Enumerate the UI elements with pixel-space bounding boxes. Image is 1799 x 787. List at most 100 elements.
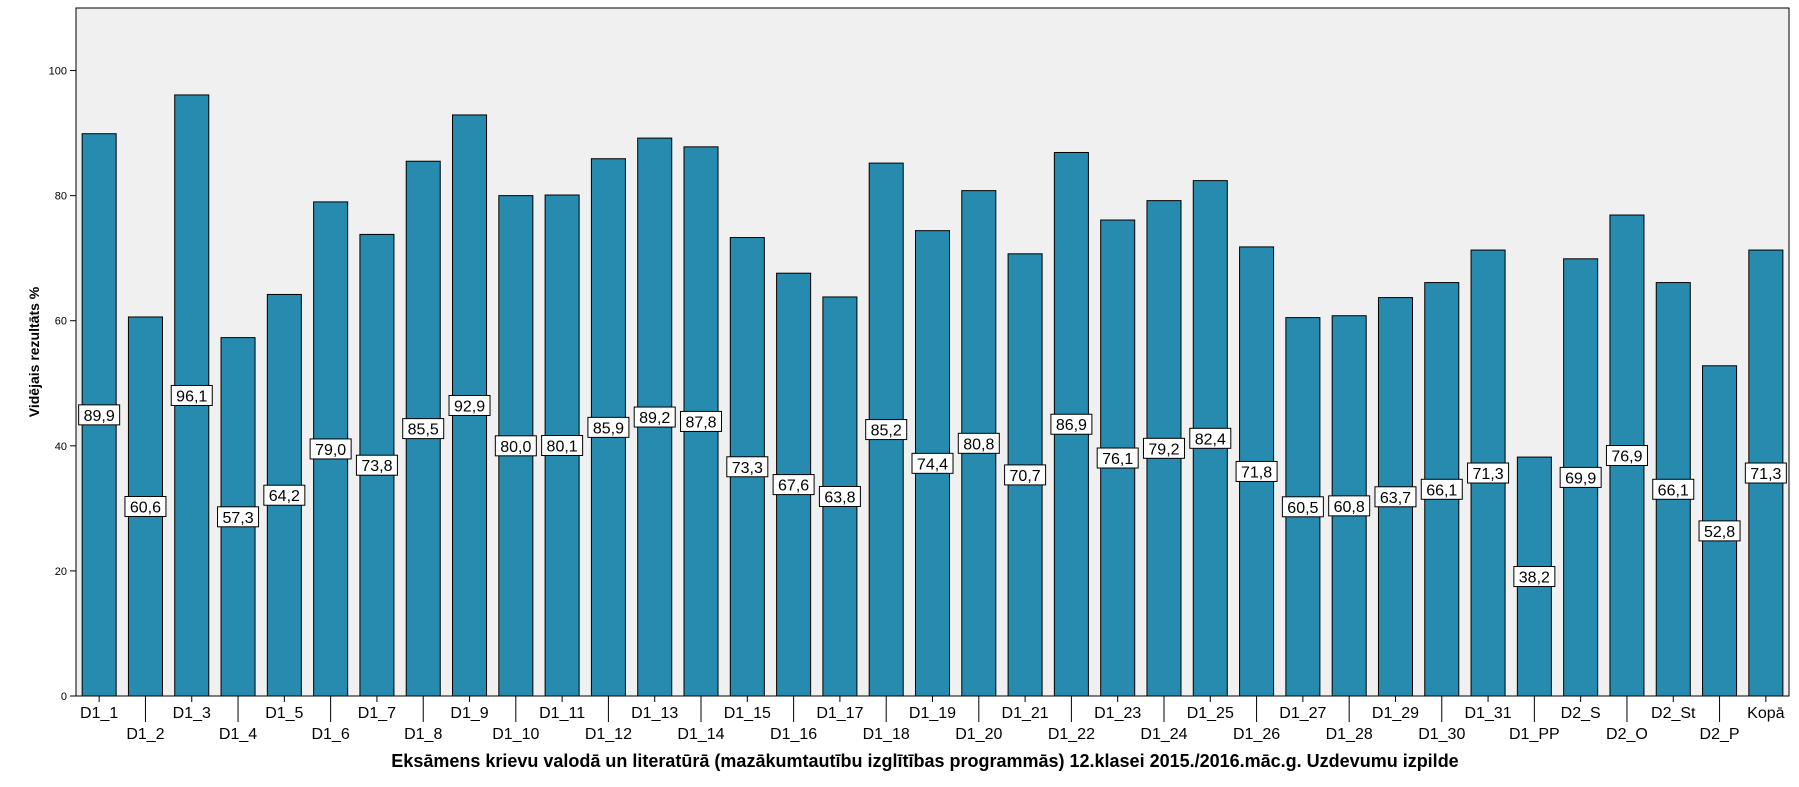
data-label-box <box>78 404 121 426</box>
data-label: 63,8 <box>824 489 855 506</box>
data-label-box <box>1698 520 1741 542</box>
data-label: 38,2 <box>1519 570 1550 587</box>
data-label: 70,7 <box>1010 468 1041 485</box>
data-label-box <box>1328 495 1371 517</box>
data-label-box <box>355 454 398 476</box>
data-label: 76,9 <box>1611 449 1642 466</box>
data-label-box <box>448 394 491 416</box>
x-tick-label: D1_16 <box>770 726 817 743</box>
data-label-box <box>1281 496 1324 518</box>
data-label: 79,2 <box>1148 441 1179 458</box>
x-tick-label: D1_3 <box>173 705 211 722</box>
data-label-box <box>217 506 260 528</box>
x-tick-label: D1_6 <box>312 726 350 743</box>
data-label: 79,0 <box>315 442 346 459</box>
data-label-box <box>541 435 584 457</box>
data-label-box <box>1235 460 1278 482</box>
y-tick-label: 20 <box>55 566 67 578</box>
data-label: 63,7 <box>1380 490 1411 507</box>
data-label: 80,1 <box>547 439 578 456</box>
data-label: 57,3 <box>222 510 253 527</box>
data-label-box <box>1096 447 1139 469</box>
data-label-box <box>772 474 815 496</box>
x-tick-label: D1_27 <box>1279 705 1326 722</box>
data-label-box <box>865 419 908 441</box>
data-label-box <box>124 495 167 517</box>
data-label-box <box>957 432 1000 454</box>
y-tick-label: 80 <box>55 191 67 203</box>
data-label: 92,9 <box>454 398 485 415</box>
x-tick-label: D1_11 <box>539 705 585 722</box>
y-axis-title: Vidējais rezultāts % <box>26 286 42 417</box>
data-label-box <box>1050 413 1093 435</box>
data-label-box <box>1420 478 1463 500</box>
x-tick-label: D1_25 <box>1187 705 1234 722</box>
data-label-box <box>1652 478 1695 500</box>
data-label: 74,4 <box>917 456 948 473</box>
x-tick-label: D1_14 <box>677 726 724 743</box>
data-label: 52,8 <box>1704 524 1735 541</box>
data-label: 60,8 <box>1334 499 1365 516</box>
data-label: 67,6 <box>778 478 809 495</box>
data-label-box <box>1744 462 1787 484</box>
data-label-box <box>911 452 954 474</box>
x-tick-label: D1_17 <box>816 705 863 722</box>
data-label-box <box>263 484 306 506</box>
data-label-box <box>1004 464 1047 486</box>
data-label: 80,8 <box>963 436 994 453</box>
x-tick-label: D1_26 <box>1233 726 1280 743</box>
data-label: 60,6 <box>130 499 161 516</box>
x-tick-label: D1_8 <box>404 726 442 743</box>
x-tick-label: D1_23 <box>1094 705 1141 722</box>
x-tick-label: D2_O <box>1606 726 1648 743</box>
data-label-box <box>1142 437 1185 459</box>
data-label-box <box>309 438 352 460</box>
data-label: 96,1 <box>176 388 207 405</box>
data-label: 66,1 <box>1426 482 1457 499</box>
x-tick-label: D1_18 <box>863 726 910 743</box>
x-tick-label: D1_31 <box>1464 705 1511 722</box>
data-label-box <box>1559 466 1602 488</box>
x-tick-label: D2_P <box>1700 726 1740 743</box>
data-label: 89,2 <box>639 410 670 427</box>
data-label-box <box>1605 445 1648 467</box>
data-label-box <box>726 456 769 478</box>
x-tick-label: D1_19 <box>909 705 956 722</box>
x-tick-label: D1_7 <box>358 705 396 722</box>
data-label-box <box>494 435 537 457</box>
x-tick-label: Kopā <box>1747 705 1784 722</box>
data-label: 71,8 <box>1241 464 1272 481</box>
data-label: 89,9 <box>84 408 115 425</box>
y-tick-label: 0 <box>61 691 67 703</box>
data-label: 87,8 <box>685 414 716 431</box>
data-label: 86,9 <box>1056 417 1087 434</box>
data-label-box <box>170 384 213 406</box>
data-label-box <box>1374 486 1417 508</box>
x-axis: D1_1D1_2D1_3D1_4D1_5D1_6D1_7D1_8D1_9D1_1… <box>80 696 1785 743</box>
data-label: 60,5 <box>1287 500 1318 517</box>
x-tick-label: D1_29 <box>1372 705 1419 722</box>
y-tick-label: 40 <box>55 441 67 453</box>
y-tick-label: 100 <box>49 66 67 78</box>
x-tick-label: D1_2 <box>126 726 164 743</box>
data-label: 82,4 <box>1195 431 1226 448</box>
x-tick-label: D1_9 <box>450 705 488 722</box>
x-tick-label: D1_20 <box>955 726 1002 743</box>
x-tick-label: D1_22 <box>1048 726 1095 743</box>
y-axis: 0 20 40 60 80 100 <box>49 66 76 703</box>
data-label: 73,3 <box>732 460 763 477</box>
data-label-box <box>818 485 861 507</box>
data-label: 69,9 <box>1565 470 1596 487</box>
x-tick-label: D1_21 <box>1002 705 1049 722</box>
data-label: 80,0 <box>500 439 531 456</box>
x-tick-label: D1_28 <box>1326 726 1373 743</box>
x-tick-label: D2_S <box>1561 705 1601 722</box>
data-label: 71,3 <box>1750 466 1781 483</box>
x-tick-label: D1_PP <box>1509 726 1560 743</box>
x-axis-title: Eksāmens krievu valodā un literatūrā (ma… <box>391 751 1458 771</box>
x-tick-label: D1_10 <box>492 726 539 743</box>
data-label: 76,1 <box>1102 451 1133 468</box>
data-label-box <box>1513 566 1556 588</box>
data-label: 73,8 <box>361 458 392 475</box>
